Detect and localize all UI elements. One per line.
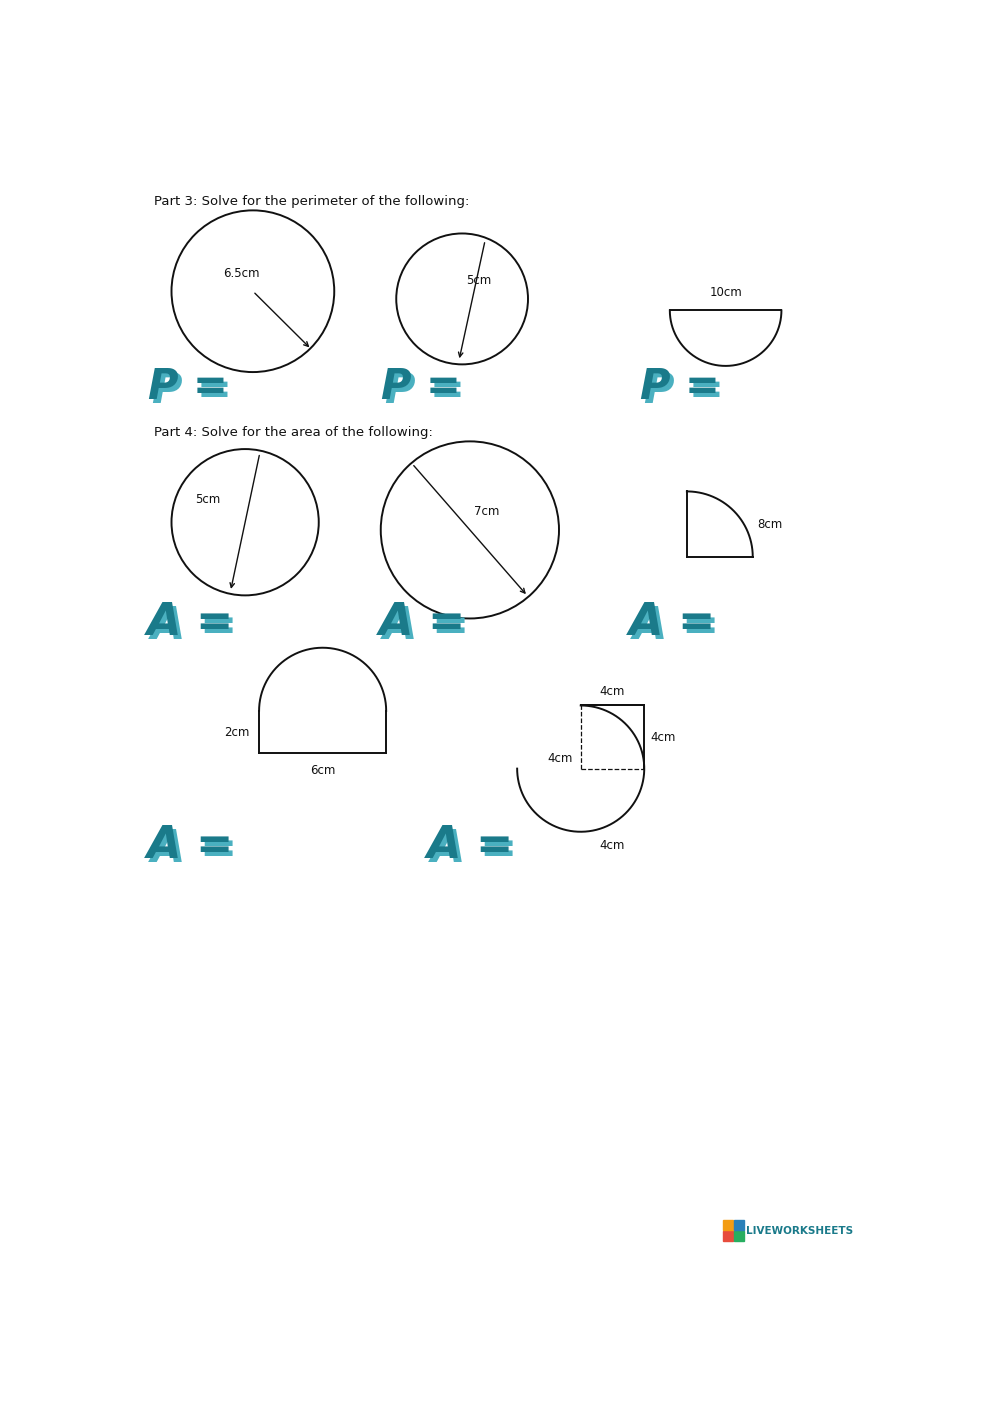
Text: P =: P =	[148, 366, 228, 408]
Text: 6.5cm: 6.5cm	[223, 267, 260, 280]
Text: 4cm: 4cm	[548, 752, 573, 764]
Text: 2cm: 2cm	[224, 725, 250, 739]
Text: 4cm: 4cm	[600, 839, 625, 852]
Text: Part 4: Solve for the area of the following:: Part 4: Solve for the area of the follow…	[154, 425, 433, 438]
Text: 5cm: 5cm	[466, 274, 491, 287]
Text: P =: P =	[152, 370, 232, 413]
Text: P =: P =	[644, 370, 724, 413]
Text: A =: A =	[379, 601, 466, 644]
Text: 8cm: 8cm	[757, 517, 783, 531]
Bar	[723, 1231, 733, 1241]
Text: A =: A =	[151, 828, 238, 870]
Text: 4cm: 4cm	[650, 731, 676, 743]
Text: P =: P =	[385, 370, 464, 413]
Text: Part 3: Solve for the perimeter of the following:: Part 3: Solve for the perimeter of the f…	[154, 195, 470, 208]
Text: A =: A =	[633, 605, 720, 647]
Text: 4cm: 4cm	[600, 685, 625, 698]
Bar	[734, 1231, 744, 1241]
Text: 7cm: 7cm	[474, 504, 499, 517]
Text: 6cm: 6cm	[310, 764, 335, 777]
Text: A =: A =	[431, 828, 518, 870]
Text: A =: A =	[383, 605, 470, 647]
Text: A =: A =	[427, 824, 514, 868]
Text: A =: A =	[151, 605, 238, 647]
Text: 10cm: 10cm	[709, 285, 742, 300]
Bar	[734, 1219, 744, 1231]
Text: P =: P =	[640, 366, 720, 408]
Bar	[723, 1219, 733, 1231]
Text: 5cm: 5cm	[195, 493, 220, 506]
Text: P =: P =	[381, 366, 461, 408]
Text: LIVEWORKSHEETS: LIVEWORKSHEETS	[746, 1225, 854, 1235]
Text: A =: A =	[147, 601, 234, 644]
Text: A =: A =	[147, 824, 234, 868]
Text: A =: A =	[629, 601, 716, 644]
